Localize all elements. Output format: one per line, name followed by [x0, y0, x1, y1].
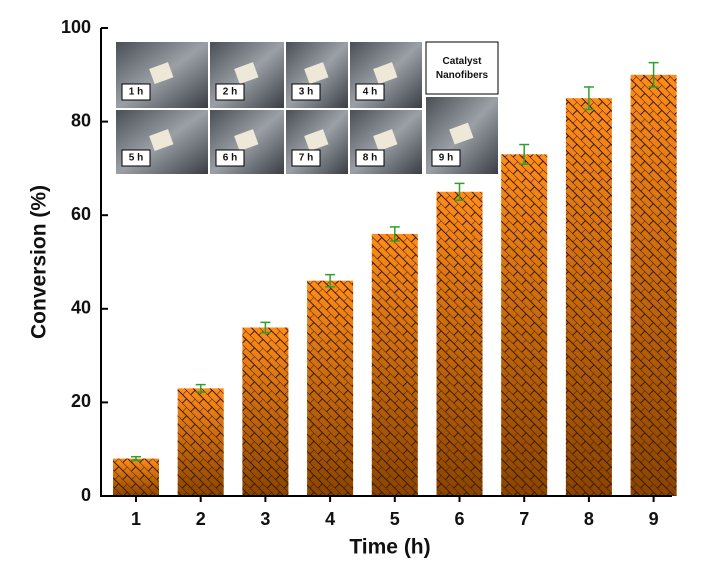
- inset-label: 6 h: [223, 153, 237, 164]
- inset-sample: [373, 129, 398, 152]
- y-tick-label: 100: [61, 17, 91, 37]
- inset-label: 9 h: [439, 153, 453, 164]
- inset-label-box: [431, 149, 461, 167]
- x-axis-label: Time (h): [349, 536, 430, 559]
- bar-hatch: [565, 98, 612, 496]
- y-tick-label: 80: [71, 110, 91, 130]
- inset-sample: [373, 62, 398, 85]
- x-tick-label: 9: [649, 509, 659, 529]
- inset-label: 3 h: [299, 87, 313, 98]
- y-tick-label: 0: [81, 485, 91, 505]
- bar-hatch: [436, 191, 483, 497]
- x-tick-label: 3: [260, 509, 270, 529]
- inset-label-box: [215, 149, 245, 167]
- y-axis-label: Conversion (%): [28, 185, 51, 339]
- x-tick-label: 5: [390, 509, 400, 529]
- bar-hatch: [307, 280, 354, 496]
- axes: [100, 28, 672, 497]
- bar-hatch: [177, 388, 224, 496]
- inset-caption-box: [425, 41, 499, 95]
- inset-label: 8 h: [363, 153, 377, 164]
- inset-label-box: [121, 149, 151, 167]
- inset-sample: [449, 122, 474, 145]
- x-tick-label: 7: [519, 509, 529, 529]
- x-tick-label: 8: [584, 509, 594, 529]
- inset-label-box: [215, 83, 245, 101]
- inset-label-box: [355, 149, 385, 167]
- bar-hatch: [630, 74, 677, 497]
- y-tick-label: 40: [71, 298, 91, 318]
- inset-sample: [304, 62, 329, 85]
- inset-sample: [149, 129, 174, 152]
- inset-sample: [234, 129, 259, 152]
- y-tick-label: 20: [71, 391, 91, 411]
- inset-sample: [149, 62, 174, 85]
- inset-label-box: [355, 83, 385, 101]
- inset-label-box: [291, 83, 321, 101]
- inset-label: 1 h: [129, 87, 143, 98]
- inset-label: 7 h: [299, 153, 313, 164]
- inset-label: 5 h: [129, 153, 143, 164]
- inset-sample: [304, 129, 329, 152]
- x-tick-label: 2: [196, 509, 206, 529]
- inset-label: 4 h: [363, 87, 377, 98]
- inset-label-box: [121, 83, 151, 101]
- inset-label: 2 h: [223, 87, 237, 98]
- bar-hatch: [113, 458, 159, 496]
- bar-hatch: [371, 233, 418, 497]
- inset-sample: [234, 62, 259, 85]
- x-tick-label: 4: [325, 509, 335, 529]
- bar-hatch: [242, 327, 289, 496]
- inset-caption: Catalyst Nanofibers: [436, 56, 489, 81]
- x-tick-label: 6: [454, 509, 464, 529]
- x-tick-label: 1: [131, 509, 141, 529]
- y-tick-label: 60: [71, 204, 91, 224]
- inset-label-box: [291, 149, 321, 167]
- bar-hatch: [501, 154, 548, 497]
